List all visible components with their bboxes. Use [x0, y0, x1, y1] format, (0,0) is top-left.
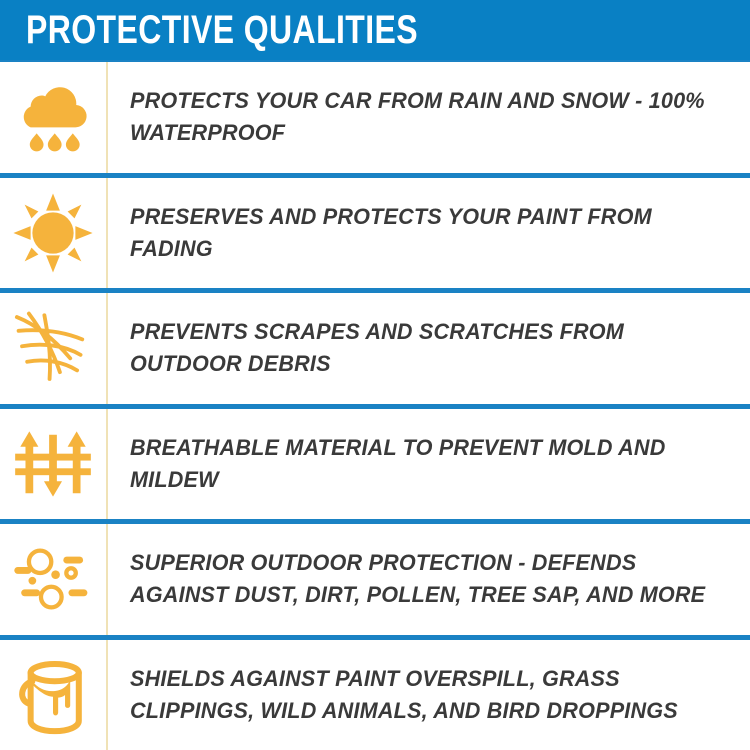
feature-text: SHIELDS AGAINST PAINT OVERSPILL, GRASS C…: [130, 665, 678, 723]
feature-icon-cell: [0, 177, 108, 288]
feature-text: PRESERVES AND PROTECTS YOUR PAINT FROM F…: [130, 203, 652, 261]
feature-icon-cell: [0, 293, 108, 404]
feature-icon-cell: [0, 524, 108, 635]
paint-can-icon: [10, 652, 96, 738]
feature-text-cell: PROTECTS YOUR CAR FROM RAIN AND SNOW - 1…: [108, 62, 750, 173]
feature-text: PREVENTS SCRAPES AND SCRATCHES FROM OUTD…: [130, 319, 624, 377]
page-title: PROTECTIVE QUALITIES: [26, 8, 419, 52]
feature-icon-cell: [0, 62, 108, 173]
feature-row: SHIELDS AGAINST PAINT OVERSPILL, GRASS C…: [0, 634, 750, 750]
header-bar: PROTECTIVE QUALITIES: [0, 0, 750, 60]
sun-icon: [10, 190, 96, 276]
mesh-net-icon: [10, 305, 96, 391]
feature-row: PREVENTS SCRAPES AND SCRATCHES FROM OUTD…: [0, 288, 750, 404]
feature-text-cell: BREATHABLE MATERIAL TO PREVENT MOLD AND …: [108, 409, 750, 520]
feature-text-cell: SUPERIOR OUTDOOR PROTECTION - DEFENDS AG…: [108, 524, 750, 635]
rain-cloud-icon: [10, 74, 96, 160]
dust-particles-icon: [10, 536, 96, 622]
feature-row: SUPERIOR OUTDOOR PROTECTION - DEFENDS AG…: [0, 519, 750, 635]
feature-icon-cell: [0, 408, 108, 519]
feature-row: PROTECTS YOUR CAR FROM RAIN AND SNOW - 1…: [0, 60, 750, 173]
feature-text-cell: PREVENTS SCRAPES AND SCRATCHES FROM OUTD…: [108, 293, 750, 404]
feature-row: BREATHABLE MATERIAL TO PREVENT MOLD AND …: [0, 403, 750, 520]
feature-icon-cell: [0, 639, 108, 750]
feature-text: BREATHABLE MATERIAL TO PREVENT MOLD AND …: [130, 434, 666, 492]
feature-text: PROTECTS YOUR CAR FROM RAIN AND SNOW - 1…: [130, 88, 705, 146]
feature-text-cell: SHIELDS AGAINST PAINT OVERSPILL, GRASS C…: [108, 640, 750, 750]
feature-text-cell: PRESERVES AND PROTECTS YOUR PAINT FROM F…: [108, 178, 750, 289]
feature-list: PROTECTS YOUR CAR FROM RAIN AND SNOW - 1…: [0, 60, 750, 750]
breathable-airflow-arrows-icon: [10, 421, 96, 507]
feature-text: SUPERIOR OUTDOOR PROTECTION - DEFENDS AG…: [130, 550, 706, 608]
feature-row: PRESERVES AND PROTECTS YOUR PAINT FROM F…: [0, 172, 750, 289]
